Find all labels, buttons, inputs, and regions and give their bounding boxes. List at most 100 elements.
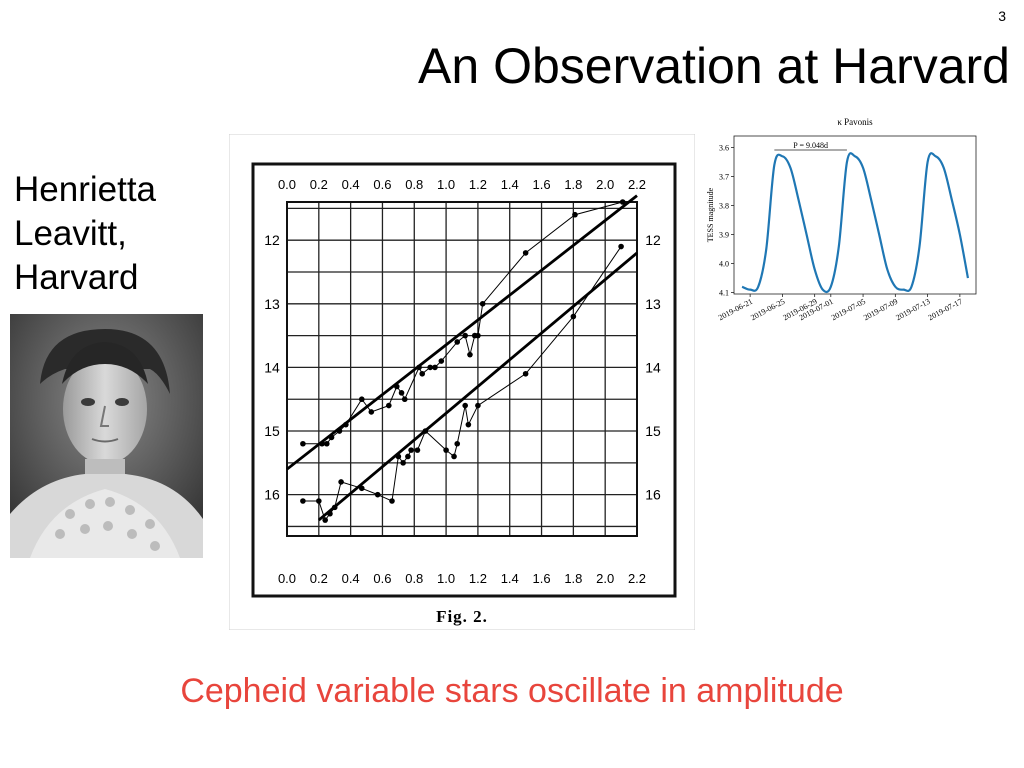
data-point — [570, 313, 577, 320]
light-curve-series — [741, 152, 970, 294]
data-point — [322, 517, 328, 523]
trend-line — [317, 251, 638, 522]
data-point — [327, 510, 333, 517]
x-tick-label: 0.0 — [278, 571, 296, 586]
x-tick-label: 0.6 — [373, 177, 391, 192]
y-tick-label: 16 — [645, 487, 661, 503]
data-point — [522, 370, 529, 377]
figure-data — [286, 194, 638, 523]
x-tick-labels-top: 0.0 0.2 0.4 0.6 0.8 1.0 1.2 1.4 1.6 1.8 … — [278, 177, 646, 192]
x-tick-label: 0.2 — [310, 571, 328, 586]
data-point — [405, 453, 411, 460]
data-point — [374, 491, 381, 498]
data-point — [336, 428, 343, 434]
x-tick-label: 1.2 — [469, 177, 487, 192]
leavitt-figure: 0.0 0.2 0.4 0.6 0.8 1.0 1.2 1.4 1.6 1.8 … — [229, 134, 695, 630]
data-point — [331, 504, 338, 511]
data-point — [572, 211, 578, 218]
y-tick-label: 16 — [264, 487, 280, 503]
data-point — [416, 364, 422, 371]
data-point — [358, 396, 365, 403]
slide-title: An Observation at Harvard — [418, 38, 1010, 94]
data-point — [328, 434, 335, 441]
data-point — [479, 300, 486, 307]
data-point — [319, 440, 325, 447]
data-point — [619, 199, 626, 205]
x-tick-label: 0.2 — [310, 177, 328, 192]
portrait-photo — [10, 314, 203, 558]
data-point — [386, 402, 392, 409]
data-point — [338, 479, 344, 485]
y-tick-label: 15 — [645, 423, 661, 439]
x-tick-label: 2.0 — [596, 177, 614, 192]
x-tick-label: 2019-07-13 — [894, 297, 931, 322]
data-point — [419, 370, 426, 377]
y-tick-label: 4.0 — [719, 260, 729, 269]
data-point — [414, 447, 421, 453]
data-point — [451, 453, 457, 460]
data-point — [432, 364, 438, 371]
x-tick-label: 0.4 — [342, 571, 360, 586]
figure-frame — [251, 162, 677, 598]
x-tick-label: 2.0 — [596, 571, 614, 586]
y-tick-label: 4.1 — [719, 289, 729, 298]
x-tick-label: 1.4 — [501, 571, 519, 586]
x-tick-label: 0.4 — [342, 177, 360, 192]
data-point — [427, 364, 433, 371]
data-point — [467, 351, 473, 358]
tick-marks — [731, 147, 961, 297]
x-tick-label: 2019-07-05 — [830, 297, 867, 322]
data-point — [475, 332, 481, 339]
y-tick-labels-left: 12 13 14 15 16 — [264, 232, 280, 502]
y-tick-label: 3.6 — [719, 144, 729, 153]
x-tick-label: 2.2 — [628, 571, 646, 586]
grid-border — [286, 201, 638, 537]
data-point — [475, 402, 481, 409]
y-tick-label: 13 — [264, 296, 280, 312]
data-point — [422, 428, 429, 434]
x-tick-labels-bottom: 0.0 0.2 0.4 0.6 0.8 1.0 1.2 1.4 1.6 1.8 … — [278, 571, 646, 586]
y-axis-label: TESS magnitude — [706, 187, 715, 242]
data-point — [462, 402, 468, 409]
person-name: Henrietta Leavitt, Harvard — [14, 168, 156, 300]
data-point — [358, 485, 365, 492]
plot-frame — [733, 135, 977, 295]
y-tick-label: 14 — [645, 359, 661, 375]
data-point — [398, 390, 405, 396]
x-tick-label: 0.8 — [405, 571, 423, 586]
person-name-line: Harvard — [14, 258, 139, 297]
data-point — [443, 447, 449, 453]
x-tick-label: 2.2 — [628, 177, 646, 192]
x-tick-label: 2019-06-25 — [749, 297, 786, 322]
slide-caption: Cepheid variable stars oscillate in ampl… — [180, 672, 844, 710]
data-point — [462, 332, 468, 339]
data-point — [408, 447, 414, 453]
figure-caption: Fig. 2. — [436, 607, 488, 626]
x-tick-label: 1.8 — [564, 571, 582, 586]
x-tick-label: 1.4 — [501, 177, 519, 192]
x-tick-label: 0.6 — [373, 571, 391, 586]
y-tick-label: 14 — [264, 359, 280, 375]
x-tick-label: 1.6 — [533, 177, 551, 192]
x-tick-label: 2019-06-21 — [717, 297, 754, 322]
light-curve-chart: κ Pavonis TESS magnitude 3.6 3.7 3.8 3.9… — [706, 117, 977, 322]
x-tick-label: 0.0 — [278, 177, 296, 192]
data-point — [343, 421, 349, 428]
y-tick-label: 12 — [264, 232, 280, 248]
y-tick-label: 13 — [645, 296, 661, 312]
chart-title: κ Pavonis — [837, 117, 873, 127]
data-point — [522, 250, 529, 256]
data-point — [395, 453, 402, 460]
data-point — [393, 383, 400, 390]
data-point — [300, 440, 306, 447]
x-tick-label: 1.0 — [437, 177, 455, 192]
y-tick-label: 12 — [645, 232, 661, 248]
x-tick-label: 1.0 — [437, 571, 455, 586]
data-point — [401, 396, 408, 403]
person-name-line: Henrietta — [14, 170, 157, 209]
x-tick-label: 1.8 — [564, 177, 582, 192]
y-tick-label: 3.8 — [719, 202, 729, 211]
x-tick-label: 2019-07-09 — [862, 297, 899, 322]
data-point — [323, 440, 330, 447]
x-tick-label: 0.8 — [405, 177, 423, 192]
